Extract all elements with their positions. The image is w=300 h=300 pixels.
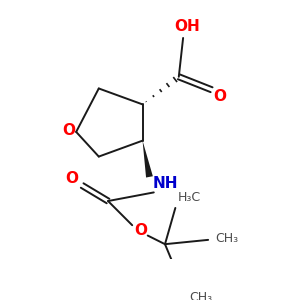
Text: NH: NH — [152, 176, 178, 191]
Text: O: O — [65, 171, 78, 186]
Text: O: O — [134, 223, 147, 238]
Text: CH₃: CH₃ — [216, 232, 239, 244]
Text: O: O — [214, 89, 227, 104]
Text: H₃C: H₃C — [178, 191, 201, 204]
Text: CH₃: CH₃ — [190, 291, 213, 300]
Polygon shape — [142, 141, 153, 178]
Text: OH: OH — [175, 19, 200, 34]
Text: O: O — [62, 123, 75, 138]
